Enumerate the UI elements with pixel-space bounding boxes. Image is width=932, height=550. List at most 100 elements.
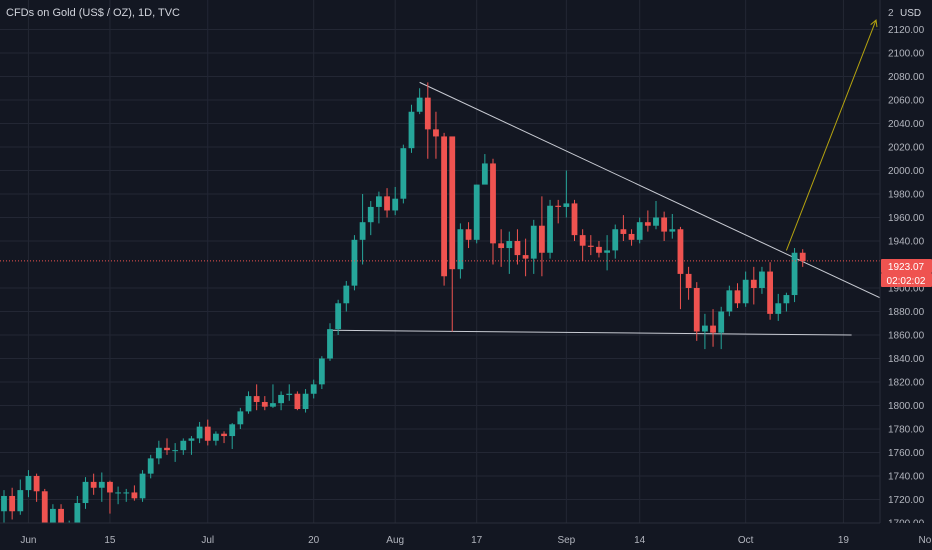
candle-body [726, 290, 733, 312]
candle [237, 407, 244, 429]
candle-body [612, 229, 619, 251]
candle-body [604, 250, 610, 253]
bar-countdown: 02:02:02 [887, 276, 926, 287]
price-tick-label: 2080.00 [888, 72, 925, 83]
candle-body [294, 393, 301, 410]
candle-body [783, 295, 790, 304]
candle-body [25, 476, 32, 491]
price-axis-top-partial: 2 [888, 8, 894, 19]
candle [669, 213, 676, 239]
trendline[interactable] [329, 329, 852, 336]
candle [107, 480, 113, 514]
candle-body [351, 239, 358, 286]
candle [17, 479, 24, 515]
candle [522, 238, 529, 277]
candle-body [204, 426, 211, 441]
candle-body [710, 325, 716, 333]
candle-body [172, 450, 179, 452]
candle [408, 104, 415, 153]
time-tick-label: 19 [838, 535, 850, 546]
candle-body [636, 222, 643, 240]
price-tick-label: 1820.00 [888, 378, 925, 389]
candle-body [653, 217, 659, 226]
candlestick-series [1, 82, 806, 550]
candle-body [571, 203, 578, 236]
candle [310, 379, 317, 399]
candle-body [661, 217, 668, 232]
candle [750, 266, 757, 305]
candle [710, 309, 716, 347]
candle [718, 306, 725, 350]
time-tick-label: No [919, 535, 932, 546]
candle-body [270, 403, 276, 407]
price-tick-label: 2060.00 [888, 96, 925, 107]
candle [547, 199, 553, 259]
candle-body [465, 229, 472, 240]
candle [82, 477, 89, 509]
candle-body [449, 136, 456, 270]
candle [204, 419, 211, 446]
candle [188, 436, 195, 455]
time-tick-label: Oct [738, 535, 754, 546]
candle-body [367, 206, 374, 223]
candle-body [718, 311, 725, 333]
candle-body [750, 279, 757, 288]
candle-body [384, 196, 390, 211]
candle [302, 389, 309, 413]
candle-body [343, 285, 350, 304]
price-tick-label: 1860.00 [888, 331, 925, 342]
candle [351, 235, 358, 291]
candle [742, 271, 749, 307]
candle [213, 431, 219, 446]
candle [685, 266, 692, 300]
candle [759, 266, 765, 294]
price-tick-label: 1740.00 [888, 472, 925, 483]
candle-body [424, 97, 431, 130]
candle [221, 431, 227, 444]
candle [587, 235, 594, 256]
drawing-layer[interactable] [329, 19, 918, 336]
currency-label[interactable]: USD [900, 8, 921, 19]
price-tick-label: 2040.00 [888, 119, 925, 130]
candle-body [587, 245, 594, 247]
candle-body [107, 481, 113, 493]
candle [245, 391, 252, 414]
candle-body [742, 279, 749, 304]
candle [530, 219, 537, 274]
candle-body [310, 384, 317, 394]
candle [90, 473, 97, 495]
candle-body [506, 241, 513, 249]
candle-body [400, 148, 407, 199]
candle [115, 486, 121, 505]
candle [734, 283, 741, 308]
candle [253, 384, 260, 411]
candle-body [791, 252, 798, 296]
price-tick-label: 1720.00 [888, 495, 925, 506]
candle-body [734, 290, 741, 304]
price-tick-label: 1980.00 [888, 190, 925, 201]
candle [555, 199, 562, 224]
candle-body [229, 424, 236, 437]
candle-body [237, 411, 244, 425]
candle-body [693, 288, 700, 332]
candle [506, 231, 513, 274]
price-tick-label: 2100.00 [888, 49, 925, 60]
price-tick-label: 2120.00 [888, 25, 925, 36]
candle [457, 223, 464, 279]
candle [392, 186, 399, 216]
candle [604, 235, 610, 271]
trendline[interactable] [419, 81, 918, 316]
price-tick-label: 1780.00 [888, 425, 925, 436]
candle [335, 299, 342, 335]
svg-text:1923.07: 1923.07 [888, 262, 925, 273]
candle [653, 201, 659, 230]
candle [539, 196, 545, 277]
candle [799, 249, 806, 267]
projection-arrow[interactable] [785, 19, 878, 251]
candle-body [759, 271, 765, 288]
time-axis[interactable]: Jun 15 Jul 20 Aug 17 Sep 14 Oct 19 No [0, 522, 932, 550]
price-axis[interactable]: 2 USD 2120.00 2100.00 2080.00 2060.00 2040.0… [879, 0, 932, 550]
price-tick-label: 1960.00 [888, 213, 925, 224]
